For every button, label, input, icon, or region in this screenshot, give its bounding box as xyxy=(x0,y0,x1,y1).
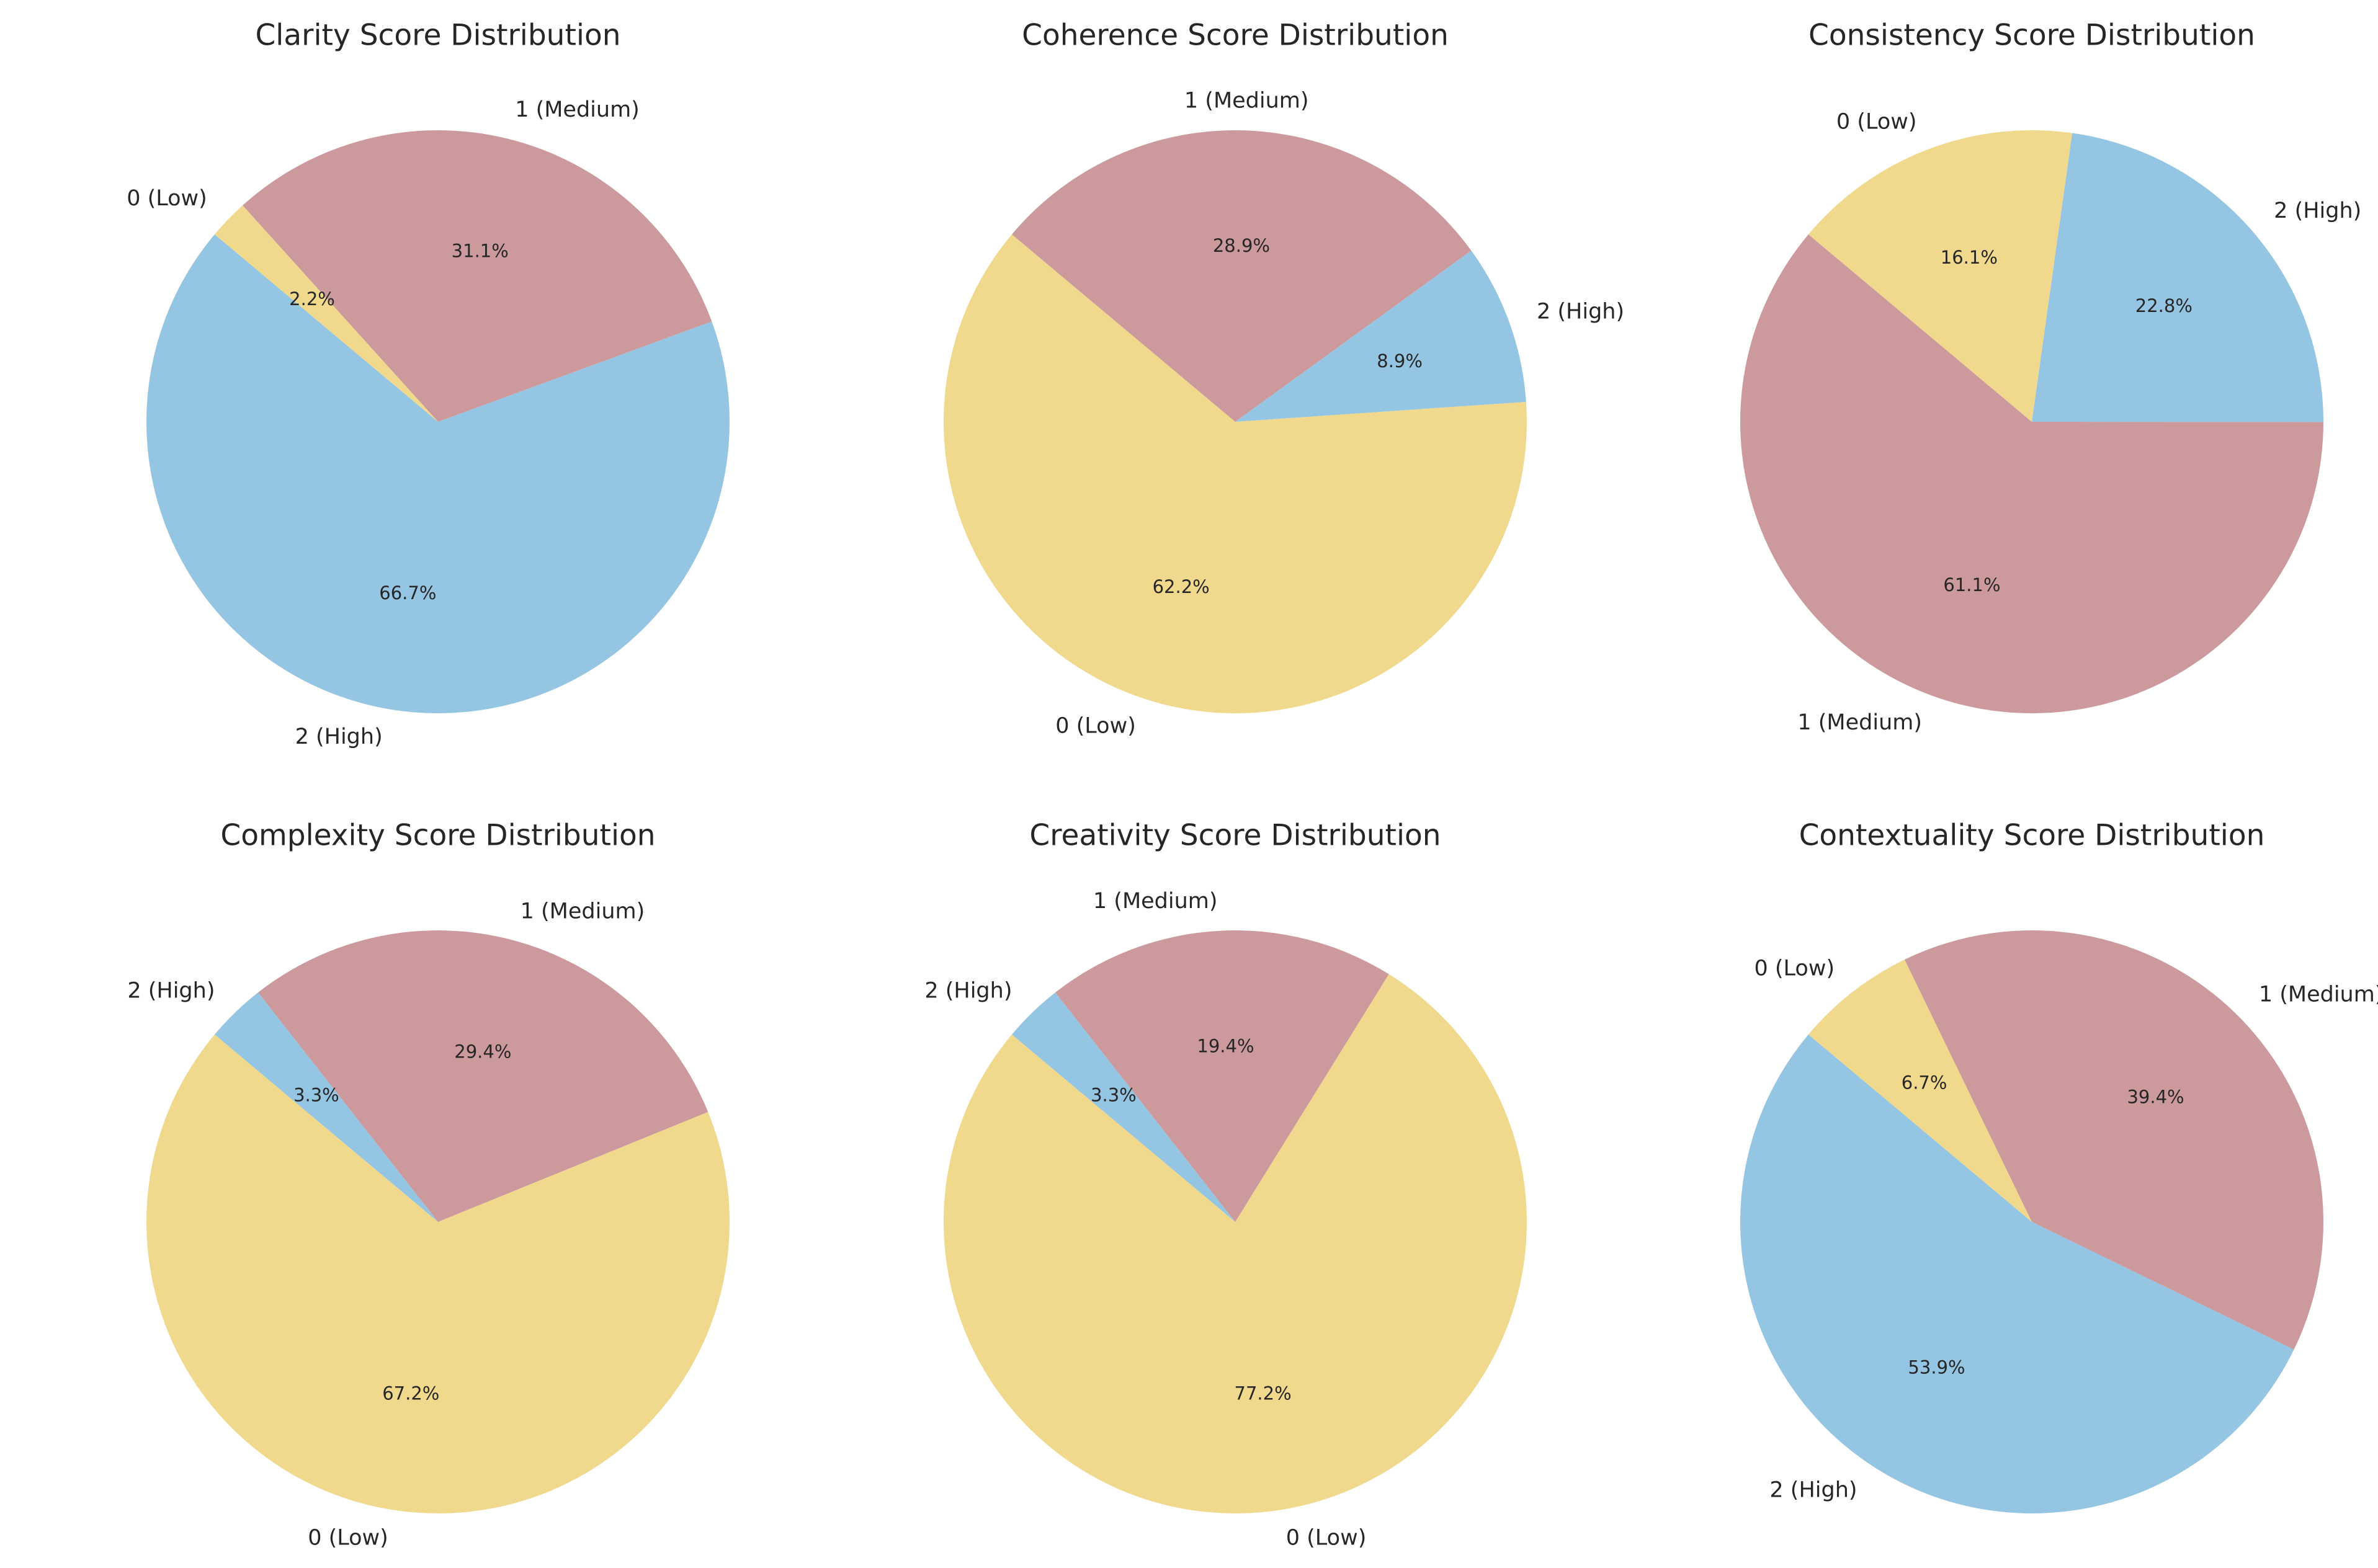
chart-title: Coherence Score Distribution xyxy=(1022,19,1449,53)
percent-label: 67.2% xyxy=(382,1383,439,1404)
pie-slice xyxy=(214,992,438,1222)
pie-slice xyxy=(943,234,1527,713)
slice-label: 1 (Medium) xyxy=(1797,710,1922,735)
slice-label: 1 (Medium) xyxy=(1184,88,1309,113)
percent-label: 8.9% xyxy=(1377,350,1423,372)
pie-slice xyxy=(1808,960,2032,1222)
pie-slice xyxy=(2032,133,2324,422)
chart-title: Consistency Score Distribution xyxy=(1808,19,2255,53)
percent-label: 22.8% xyxy=(2135,295,2192,316)
slice-label: 0 (Low) xyxy=(127,186,207,211)
slice-label: 1 (Medium) xyxy=(521,899,645,924)
percent-label: 3.3% xyxy=(1091,1084,1137,1105)
percent-label: 66.7% xyxy=(379,582,436,604)
chart-title: Clarity Score Distribution xyxy=(255,19,620,53)
percent-label: 3.3% xyxy=(293,1084,339,1105)
pie-slice xyxy=(1011,130,1472,422)
pie-chart-6: Contextuality Score Distribution 2 (High)… xyxy=(1740,819,2378,1514)
slice-label: 2 (High) xyxy=(1537,300,1624,324)
pie-slice xyxy=(146,1034,730,1513)
pie-chart-2: Coherence Score Distribution 0 (Low) 2 (Hi… xyxy=(943,19,1624,739)
percent-label: 77.2% xyxy=(1235,1383,1292,1404)
percent-label: 62.2% xyxy=(1153,576,1210,597)
slice-label: 0 (Low) xyxy=(1836,109,1917,134)
pie-slice xyxy=(146,234,730,713)
slice-label: 1 (Medium) xyxy=(515,97,640,122)
pie-slice xyxy=(243,130,712,422)
pie-slice xyxy=(944,974,1527,1513)
pie-slice xyxy=(1740,234,2323,714)
percent-label: 6.7% xyxy=(1902,1072,1947,1094)
percent-label: 29.4% xyxy=(454,1041,511,1062)
slice-label: 2 (High) xyxy=(127,978,215,1003)
slice-label: 0 (Low) xyxy=(1754,956,1835,981)
pie-slice xyxy=(1740,1034,2294,1514)
chart-title: Complexity Score Distribution xyxy=(220,819,655,853)
percent-label: 31.1% xyxy=(452,240,509,261)
slice-label: 2 (High) xyxy=(2274,198,2361,223)
percent-label: 53.9% xyxy=(1908,1357,1965,1378)
pie-chart-4: Complexity Score Distribution 0 (Low) 1 (M… xyxy=(127,819,730,1551)
slice-label: 2 (High) xyxy=(295,724,383,749)
pie-slice xyxy=(1904,930,2323,1350)
pie-chart-1: Clarity Score Distribution 2 (High) 1 (Med… xyxy=(127,19,730,749)
slice-label: 0 (Low) xyxy=(1286,1525,1367,1550)
pie-slice xyxy=(1055,930,1389,1222)
pie-slice xyxy=(257,930,708,1222)
pie-slice xyxy=(1011,992,1235,1222)
chart-title: Creativity Score Distribution xyxy=(1029,819,1441,853)
pie-slice xyxy=(1808,130,2073,422)
slice-label: 2 (High) xyxy=(1769,1478,1857,1503)
pie-slice xyxy=(214,205,438,422)
percent-label: 2.2% xyxy=(289,288,335,310)
slice-label: 0 (Low) xyxy=(1055,714,1136,739)
pie-slice xyxy=(1235,251,1526,422)
slice-label: 1 (Medium) xyxy=(1093,889,1218,914)
slice-label: 1 (Medium) xyxy=(2259,982,2378,1007)
percent-label: 28.9% xyxy=(1213,235,1270,256)
slice-label: 0 (Low) xyxy=(308,1526,388,1551)
pie-chart-3: Consistency Score Distribution 1 (Medium)… xyxy=(1740,19,2361,735)
slice-label: 2 (High) xyxy=(924,978,1012,1003)
percent-label: 61.1% xyxy=(1943,574,2000,595)
percent-label: 39.4% xyxy=(2127,1087,2184,1108)
pie-chart-5: Creativity Score Distribution 0 (Low) 1 (M… xyxy=(924,819,1527,1550)
percent-label: 19.4% xyxy=(1197,1035,1254,1056)
chart-title: Contextuality Score Distribution xyxy=(1799,819,2265,853)
percent-label: 16.1% xyxy=(1941,247,1998,268)
